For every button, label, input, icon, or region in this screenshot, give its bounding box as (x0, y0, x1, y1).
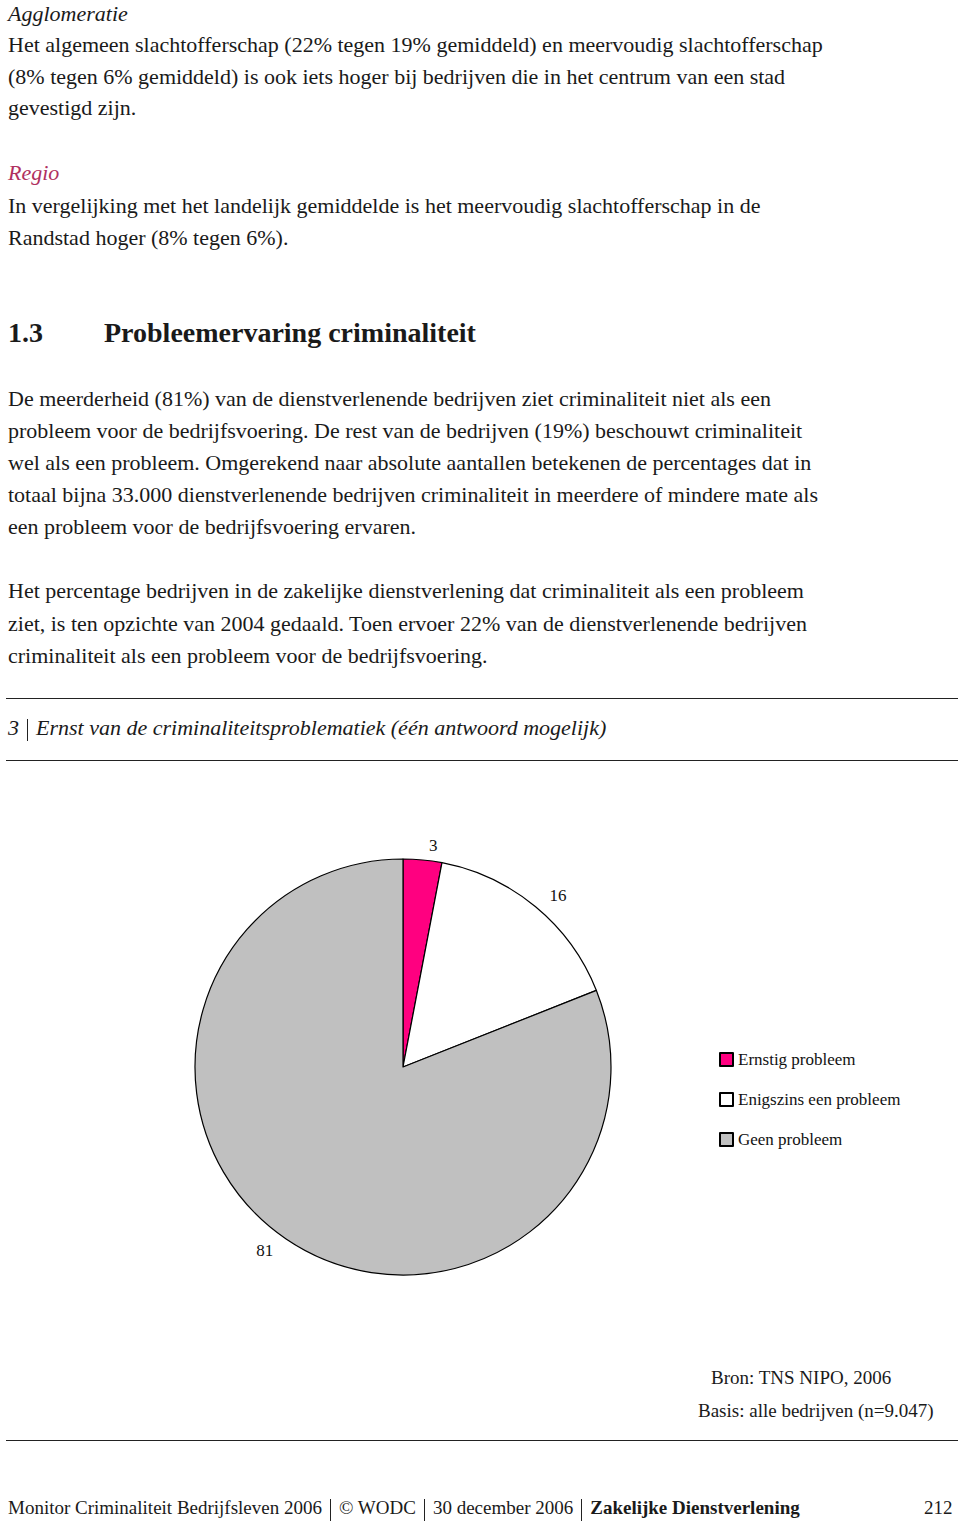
html-text:Het algemeen slachtofferschap: Het algemeen slachtofferschap (22% tegen… (8, 32, 823, 57)
html-text:een probleem voor de bedrijfsv: een probleem voor de bedrijfsvoering erv… (8, 514, 417, 539)
html-text:criminaliteit als een probleem: criminaliteit als een probleem voor de b… (8, 643, 488, 668)
html-text:Monitor Criminaliteit Bedrijfs: Monitor Criminaliteit Bedrijfsleven 2006 (8, 1497, 322, 1518)
html-text:probleem voor de bedrijfsvoeri: probleem voor de bedrijfsvoering. De res… (8, 418, 803, 443)
html-text:In vergelijking met het landel: In vergelijking met het landelijk gemidd… (8, 193, 761, 218)
html-text:De meerderheid (81%) van de di: De meerderheid (81%) van de dienstverlen… (8, 386, 771, 411)
html-text:© WODC: © WODC (339, 1497, 416, 1518)
html-text:wel als een probleem. Omgereke: wel als een probleem. Omgerekend naar ab… (8, 450, 812, 475)
html-text:Randstad hoger (8% tegen 6%).: Randstad hoger (8% tegen 6%). (8, 225, 289, 250)
svg-text:81: 81 (256, 1241, 273, 1260)
html-text:Basis: alle bedrijven (n=9.047: Basis: alle bedrijven (n=9.047) (698, 1400, 934, 1421)
html-text:Agglomeratie: Agglomeratie (8, 1, 128, 26)
html-text:1.3: 1.3 (8, 317, 43, 348)
html-text:Zakelijke Dienstverlening: Zakelijke Dienstverlening (590, 1497, 800, 1518)
html-text:Ernst van de criminaliteitspro: Ernst van de criminaliteitsproblematiek … (36, 715, 607, 740)
html-text:3: 3 (8, 715, 19, 740)
html-text:Probleemervaring criminaliteit: Probleemervaring criminaliteit (104, 317, 476, 348)
html-text:Het percentage bedrijven in de: Het percentage bedrijven in de zakelijke… (8, 578, 804, 603)
svg-text:3: 3 (429, 836, 438, 855)
svg-text:Ernstig probleem: Ernstig probleem (738, 1050, 856, 1069)
svg-text:Enigszins een probleem: Enigszins een probleem (738, 1090, 900, 1109)
html-text:ziet, is ten opzichte van 2004: ziet, is ten opzichte van 2004 gedaald. … (8, 611, 807, 636)
html-text:totaal bijna 33.000 dienstverl: totaal bijna 33.000 dienstverlenende bed… (8, 482, 818, 507)
html-text:212: 212 (924, 1497, 953, 1518)
html-text:gevestigd zijn.: gevestigd zijn. (8, 95, 137, 120)
svg-text:16: 16 (550, 886, 567, 905)
html-text:(8% tegen 6% gemiddeld) is ook: (8% tegen 6% gemiddeld) is ook iets hoge… (8, 64, 786, 89)
html-text:30 december 2006: 30 december 2006 (432, 1497, 574, 1518)
html-text:Bron: TNS NIPO, 2006: Bron: TNS NIPO, 2006 (711, 1367, 892, 1388)
html-text:Regio: Regio (8, 160, 60, 185)
svg-text:Geen probleem: Geen probleem (738, 1130, 842, 1149)
